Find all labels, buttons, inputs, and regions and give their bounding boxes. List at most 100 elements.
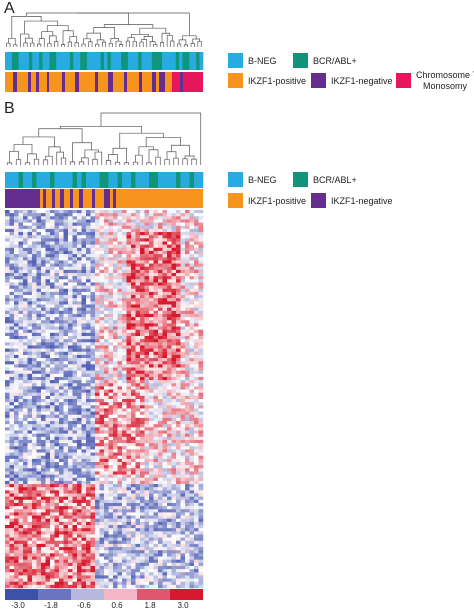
heatmap-cell [27, 336, 33, 340]
heatmap-cell [99, 332, 105, 337]
heatmap-cell [167, 367, 172, 371]
heatmap-cell [95, 471, 100, 475]
heatmap-cell [14, 439, 19, 444]
heatmap-cell [86, 370, 91, 375]
heatmap-cell [68, 213, 73, 217]
heatmap-cell [81, 210, 87, 214]
heatmap-cell [68, 222, 73, 226]
heatmap-cell [72, 458, 78, 463]
heatmap-cell [9, 446, 15, 450]
heatmap-cell [171, 452, 177, 456]
heatmap-cell [117, 402, 123, 406]
heatmap-cell [5, 219, 10, 223]
heatmap-cell [149, 421, 154, 425]
heatmap-cell [99, 263, 105, 267]
heatmap-cell [167, 449, 172, 453]
heatmap-cell [113, 487, 118, 491]
heatmap-cell [90, 496, 96, 501]
heatmap-cell [77, 499, 82, 504]
heatmap-cell [167, 493, 172, 497]
heatmap-cell [131, 395, 136, 400]
heatmap-cell [59, 389, 64, 393]
heatmap-cell [171, 421, 177, 425]
dendrogram-a-branch [93, 27, 116, 39]
heatmap-cell [126, 282, 132, 286]
heatmap-cell [180, 291, 186, 296]
heatmap-cell [27, 232, 33, 236]
heatmap-cell [198, 518, 204, 523]
heatmap-cell [176, 471, 181, 475]
heatmap-cell [81, 433, 87, 438]
heatmap-cell [54, 279, 60, 283]
heatmap-cell [149, 430, 154, 434]
heatmap-cell [32, 238, 37, 242]
heatmap-cell [144, 313, 150, 318]
heatmap-cell [140, 241, 145, 245]
heatmap-cell [171, 525, 177, 529]
heatmap-cell [176, 320, 181, 324]
heatmap-cell [194, 317, 199, 321]
heatmap-cell [32, 534, 37, 538]
heatmap-cell [131, 225, 136, 230]
heatmap-cell [140, 421, 145, 425]
heatmap-cell [153, 291, 159, 296]
heatmap-cell [50, 295, 55, 299]
heatmap-cell [149, 339, 154, 343]
heatmap-cell [81, 458, 87, 463]
heatmap-cell [41, 291, 46, 296]
heatmap-cell [108, 345, 114, 349]
heatmap-cell [185, 235, 190, 239]
heatmap-cell [198, 433, 204, 438]
heatmap-cell [140, 411, 145, 415]
heatmap-cell [81, 414, 87, 419]
heatmap-cell [185, 421, 190, 425]
heatmap-cell [140, 531, 145, 535]
heatmap-cell [176, 364, 181, 368]
heatmap-cell [72, 380, 78, 384]
heatmap-cell [122, 276, 127, 280]
heatmap-cell [198, 427, 204, 431]
heatmap-cell [153, 210, 159, 214]
heatmap-cell [144, 310, 150, 315]
heatmap-cell [167, 310, 172, 315]
heatmap-cell [171, 537, 177, 541]
heatmap-cell [36, 241, 42, 245]
heatmap-cell [77, 213, 82, 217]
heatmap-cell [99, 364, 105, 368]
heatmap-cell [131, 276, 136, 280]
heatmap-cell [63, 465, 69, 469]
heatmap-cell [189, 250, 195, 255]
heatmap-cell [9, 367, 15, 371]
heatmap-cell [185, 515, 190, 519]
heatmap-cell [5, 250, 10, 255]
heatmap-cell [77, 254, 82, 258]
heatmap-cell [126, 216, 132, 220]
heatmap-cell [131, 222, 136, 226]
heatmap-cell [72, 449, 78, 453]
heatmap-cell [5, 436, 10, 441]
heatmap-cell [23, 313, 28, 318]
heatmap-cell [41, 326, 46, 330]
heatmap-cell [131, 232, 136, 236]
heatmap-cell [5, 484, 10, 488]
heatmap-cell [113, 537, 118, 541]
heatmap-cell [41, 266, 46, 271]
heatmap-cell [50, 216, 55, 220]
annotation-a-subtype-cell [104, 52, 108, 70]
heatmap-cell [131, 493, 136, 497]
heatmap-cell [50, 496, 55, 501]
heatmap-cell [198, 525, 204, 529]
heatmap-cell [113, 276, 118, 280]
heatmap-cell [189, 430, 195, 434]
heatmap-cell [59, 543, 64, 548]
heatmap-cell [5, 421, 10, 425]
heatmap-cell [18, 250, 24, 255]
heatmap-cell [122, 446, 127, 450]
heatmap-cell [185, 358, 190, 362]
heatmap-cell [99, 471, 105, 475]
heatmap-cell [167, 414, 172, 419]
heatmap-cell [90, 367, 96, 371]
heatmap-cell [180, 383, 186, 387]
heatmap-cell [180, 528, 186, 532]
heatmap-cell [90, 515, 96, 519]
